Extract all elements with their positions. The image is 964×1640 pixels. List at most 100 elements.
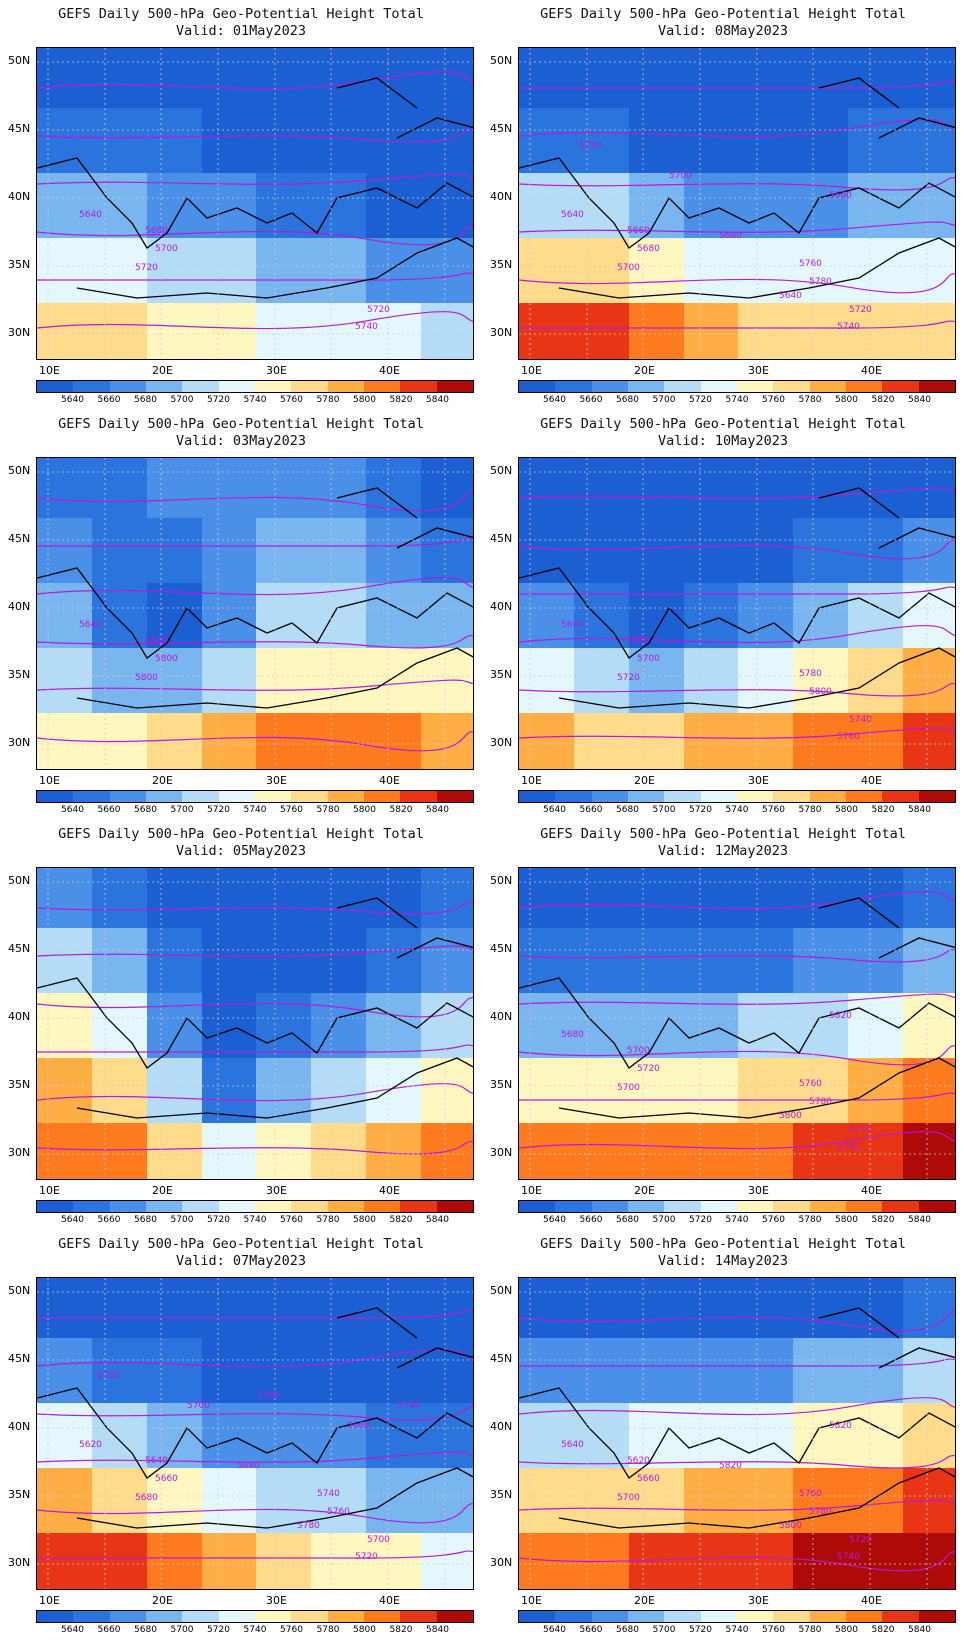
contour-label: 5720 — [355, 1552, 378, 1562]
height-band — [574, 1468, 630, 1534]
height-band — [903, 173, 955, 239]
colorbar-swatch — [109, 791, 146, 802]
height-band — [202, 713, 257, 769]
contour-label: 5720 — [135, 263, 158, 273]
lat-tick-label: 50N — [8, 874, 31, 887]
colorbar-label: 5700 — [652, 1215, 676, 1225]
contour-label: 5640 — [79, 620, 102, 630]
height-band — [519, 48, 575, 109]
colorbar-label: 5800 — [835, 805, 858, 815]
height-band — [519, 1468, 575, 1534]
colorbar-swatch — [145, 1611, 183, 1622]
height-band — [366, 713, 422, 769]
contour-label: 5680 — [561, 1030, 584, 1040]
colorbar-label: 5660 — [579, 1215, 603, 1225]
height-band — [421, 1403, 473, 1469]
height-band — [147, 1403, 203, 1469]
height-band — [311, 458, 367, 519]
colorbar-label: 5740 — [243, 1625, 267, 1635]
height-band — [92, 173, 148, 239]
height-band — [147, 458, 203, 519]
colorbar-swatch — [591, 381, 628, 392]
height-band — [256, 238, 312, 304]
colorbar-label: 5740 — [725, 1625, 749, 1635]
lat-tick-label: 35N — [8, 668, 31, 681]
contour-label: 5740 — [397, 1401, 420, 1411]
height-band — [848, 713, 904, 769]
lat-tick-label: 35N — [8, 1488, 31, 1501]
height-band — [37, 583, 93, 649]
lat-tick-label: 35N — [490, 258, 513, 271]
contour-line — [37, 1550, 473, 1559]
contour-label: 5780 — [809, 1507, 832, 1517]
colorbar-label: 5840 — [908, 395, 931, 405]
height-band — [311, 1533, 367, 1589]
valid-date: Valid: 07May2023 — [175, 1253, 307, 1269]
height-band — [684, 458, 739, 519]
height-band — [256, 648, 312, 714]
lat-tick-label: 40N — [490, 1420, 513, 1433]
map-canvas: 5660 5680 5700 5720 5740 5760 5780 5800 — [519, 458, 955, 769]
contour-label: 5800 — [779, 1111, 802, 1121]
contour-label: 5680 — [627, 636, 650, 646]
colorbar-swatch — [736, 381, 774, 392]
colorbar-swatch — [291, 1611, 328, 1622]
colorbar-swatch — [809, 791, 846, 802]
coastline — [519, 77, 955, 299]
contour-line — [37, 997, 473, 1018]
contour-line — [519, 176, 955, 191]
colorbar-label: 5660 — [97, 805, 121, 815]
lat-tick-label: 45N — [8, 1352, 31, 1365]
height-band — [92, 868, 148, 929]
coastline — [519, 1307, 955, 1529]
contour-line — [519, 682, 955, 697]
height-band — [421, 48, 473, 109]
colorbar-swatch — [109, 381, 146, 392]
lon-tick-label: 40E — [861, 1594, 882, 1607]
colorbar-swatch — [37, 791, 74, 802]
height-band — [421, 713, 473, 769]
colorbar-swatch — [809, 1611, 846, 1622]
height-band — [629, 928, 685, 994]
colorbar-swatch — [218, 791, 255, 802]
lat-tick-label: 35N — [490, 1078, 513, 1091]
colorbar-label: 5780 — [798, 805, 822, 815]
colorbar-swatch — [363, 1611, 401, 1622]
contour-label: 5820 — [829, 1421, 852, 1431]
height-band — [37, 648, 93, 714]
height-band — [793, 1123, 849, 1179]
height-band — [629, 648, 685, 714]
colorbar-swatch — [218, 1201, 255, 1212]
contour-label: 5800 — [135, 673, 158, 683]
height-band — [738, 518, 794, 584]
height-band — [684, 173, 739, 239]
lat-tick-label: 50N — [490, 874, 513, 887]
lon-tick-label: 20E — [152, 1184, 173, 1197]
contour-line — [519, 80, 955, 89]
colorbar-label: 5660 — [579, 395, 603, 405]
height-band — [92, 1058, 148, 1124]
colorbar-swatch — [400, 381, 437, 392]
height-band — [202, 868, 257, 929]
colorbar-swatch — [736, 1201, 774, 1212]
contour-label: 5720 — [97, 1371, 120, 1381]
height-band — [684, 993, 739, 1059]
height-field-map: 5640 5680 5700 5720 5720 5740 — [36, 47, 474, 360]
map-panel: GEFS Daily 500-hPa Geo-Potential Height … — [0, 820, 482, 1230]
lon-tick-label: 20E — [634, 1184, 655, 1197]
height-band — [311, 1468, 367, 1534]
lon-tick-label: 20E — [152, 774, 173, 787]
panel-title: GEFS Daily 500-hPa Geo-Potential Height … — [58, 826, 424, 842]
height-band — [256, 583, 312, 649]
contour-label: 5740 — [837, 1142, 860, 1152]
colorbar-label: 5780 — [316, 805, 340, 815]
contour-label: 5680 — [637, 244, 660, 254]
height-band — [37, 1058, 93, 1124]
height-band — [37, 928, 93, 994]
height-band — [92, 1278, 148, 1339]
colorbar-label: 5680 — [616, 805, 639, 815]
height-band — [793, 928, 849, 994]
height-band — [421, 993, 473, 1059]
colorbar-label: 5640 — [543, 1625, 566, 1635]
colorbar-swatch — [664, 791, 701, 802]
